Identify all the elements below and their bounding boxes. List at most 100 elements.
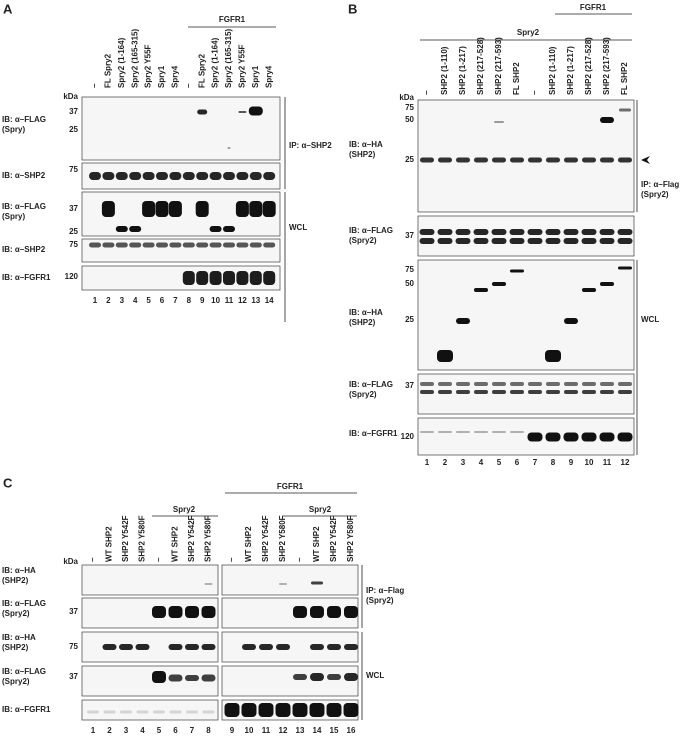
band: [185, 675, 199, 681]
side-label: IP: α–Flag: [641, 180, 679, 189]
band: [168, 201, 182, 217]
lane-number: 11: [603, 458, 612, 467]
band: [238, 111, 247, 113]
lane-header: WT SHP2: [244, 526, 253, 562]
lane-number: 4: [133, 296, 138, 305]
lane-number: 2: [443, 458, 448, 467]
lane-number: 1: [93, 296, 98, 305]
band: [310, 606, 324, 618]
lane-header: Spry1: [251, 65, 260, 88]
band: [455, 238, 471, 244]
side-label: WCL: [289, 223, 307, 232]
lane-number: 8: [187, 296, 192, 305]
band: [152, 671, 166, 683]
lane-header: SHP2 (217-528): [476, 37, 485, 95]
band: [102, 172, 115, 180]
band: [438, 157, 452, 163]
marker: 50: [405, 279, 414, 288]
lane-header: FL Spry2: [104, 53, 113, 88]
lane-header: –: [90, 83, 99, 88]
band: [168, 606, 183, 618]
band: [509, 238, 525, 244]
band: [419, 238, 435, 244]
band: [279, 583, 287, 585]
lane-header: WT SHP2: [171, 526, 180, 562]
blot-label: (SHP2): [349, 318, 376, 327]
panel-label: C: [3, 475, 13, 490]
band: [582, 382, 596, 386]
band: [581, 238, 597, 244]
lane-number: 5: [497, 458, 502, 467]
band: [438, 382, 452, 386]
band: [142, 172, 155, 180]
lane-header: –: [422, 90, 431, 95]
band: [196, 172, 209, 180]
marker: 120: [401, 432, 415, 441]
lane-header: –: [295, 557, 304, 562]
band: [582, 288, 596, 292]
band: [546, 390, 560, 394]
band: [600, 117, 614, 123]
blot: [417, 373, 635, 415]
side-label: WCL: [641, 315, 659, 324]
band: [599, 432, 615, 442]
marker: 25: [405, 155, 414, 164]
band: [420, 382, 434, 386]
lane-header: FL SHP2: [620, 62, 629, 95]
lane-header: SHP2 Y542F: [261, 515, 270, 562]
marker: 75: [69, 165, 78, 174]
band: [474, 431, 488, 433]
band: [142, 201, 156, 217]
lane-header: SHP2 (217-528): [584, 37, 593, 95]
band: [581, 229, 597, 235]
lane-number: 3: [120, 296, 125, 305]
band: [196, 271, 209, 285]
band: [135, 644, 150, 650]
lane-number: 8: [551, 458, 556, 467]
band: [619, 108, 631, 112]
band: [153, 710, 165, 714]
lane-header: Spry2 Y55F: [238, 44, 247, 88]
lane-number: 1: [425, 458, 430, 467]
band: [344, 673, 358, 681]
blot-label: IB: α–FGFR1: [2, 273, 51, 282]
lane-number: 12: [279, 726, 288, 735]
band: [437, 238, 453, 244]
side-label: IP: α–SHP2: [289, 141, 332, 150]
band: [249, 172, 262, 180]
band: [564, 382, 578, 386]
lane-header: SHP2 (1-217): [458, 46, 467, 95]
band: [197, 109, 208, 115]
blot-label: (Spry): [2, 125, 25, 134]
band: [129, 226, 142, 232]
marker: 50: [405, 115, 414, 124]
marker: 75: [69, 240, 78, 249]
blot-label: IB: α–HA: [2, 566, 36, 575]
band: [120, 710, 132, 714]
band: [599, 229, 615, 235]
lane-header: SHP2 Y580F: [138, 515, 147, 562]
side-label: (Spry2): [366, 596, 394, 605]
band: [182, 271, 195, 285]
band: [89, 172, 101, 180]
blot-label: IB: α–HA: [349, 308, 383, 317]
lane-header: –: [530, 90, 539, 95]
band: [156, 242, 168, 248]
band: [326, 703, 342, 717]
band: [129, 242, 142, 248]
arrowhead: [641, 156, 650, 164]
band: [224, 703, 240, 717]
lane-number: 6: [160, 296, 165, 305]
band: [263, 242, 276, 248]
band: [582, 157, 596, 163]
band: [327, 644, 341, 650]
blot-label: IB: α–FGFR1: [349, 429, 398, 438]
lane-number: 6: [173, 726, 178, 735]
lane-header: WT SHP2: [312, 526, 321, 562]
lane-header: FL SHP2: [512, 62, 521, 95]
marker: 37: [405, 381, 414, 390]
panel-label: A: [3, 1, 13, 16]
blot: [81, 597, 219, 629]
band: [581, 432, 597, 442]
lane-header: SHP2 (1-110): [440, 46, 449, 95]
